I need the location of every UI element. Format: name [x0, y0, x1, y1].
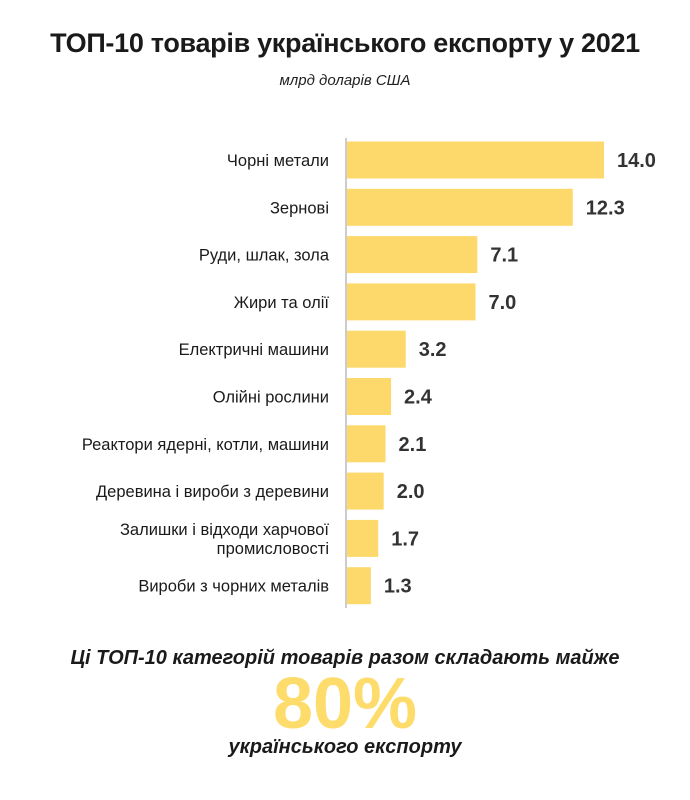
- category-label-line: Реактори ядерні, котли, машини: [82, 436, 329, 454]
- category-label-4: Електричні машини: [179, 341, 329, 359]
- category-label-line: Чорні метали: [227, 152, 329, 170]
- bar-6: [347, 425, 386, 463]
- category-label-line: Залишки і відходи харчової: [120, 521, 329, 539]
- category-label-line: Олійні рослини: [213, 389, 329, 407]
- category-label-2: Руди, шлак, зола: [199, 247, 330, 265]
- bar-1: [347, 188, 573, 226]
- value-label-2: 7.1: [490, 245, 518, 267]
- big-percent-value: 80%: [272, 664, 418, 744]
- category-label-line: Зернові: [270, 199, 329, 217]
- category-label-line: Руди, шлак, зола: [199, 247, 330, 265]
- value-label-5: 2.4: [404, 387, 433, 409]
- category-label-line: Вироби з чорних металів: [138, 578, 329, 596]
- category-label-line: Жири та олії: [234, 294, 330, 312]
- category-label-1: Зернові: [270, 199, 329, 217]
- category-label-6: Реактори ядерні, котли, машини: [82, 436, 329, 454]
- bar-7: [347, 472, 384, 510]
- value-label-3: 7.0: [489, 292, 517, 314]
- value-label-8: 1.7: [391, 528, 419, 550]
- bar-2: [347, 236, 478, 274]
- bar-chart: 14.0 Чорні метали 12.3 Зернові 7.1 Руди, шлак…: [82, 138, 656, 608]
- category-label-0: Чорні метали: [227, 152, 329, 170]
- chart-subtitle: млрд доларів США: [279, 72, 411, 89]
- category-label-9: Вироби з чорних металів: [138, 578, 329, 596]
- category-label-3: Жири та олії: [234, 294, 330, 312]
- category-label-line: промисловості: [217, 540, 329, 558]
- bar-0: [347, 141, 604, 179]
- bar-4: [347, 330, 406, 368]
- bar-8: [347, 519, 379, 557]
- bar-5: [347, 378, 392, 415]
- value-label-0: 14.0: [617, 150, 656, 172]
- value-label-7: 2.0: [397, 481, 425, 503]
- category-label-line: Деревина і вироби з деревини: [96, 483, 329, 501]
- category-label-5: Олійні рослини: [213, 389, 329, 407]
- category-label-8: Залишки і відходи харчової промисловості: [120, 521, 329, 558]
- chart-title: ТОП-10 товарів українського експорту у 2…: [50, 28, 640, 58]
- footer-note: Ці ТОП-10 категорій товарів разом склада…: [70, 647, 620, 669]
- bar-3: [347, 283, 476, 321]
- bar-9: [347, 567, 371, 605]
- category-label-7: Деревина і вироби з деревини: [96, 483, 329, 501]
- value-label-6: 2.1: [399, 434, 427, 456]
- value-label-4: 3.2: [419, 339, 447, 361]
- footer-tail: українського експорту: [228, 736, 462, 758]
- value-label-9: 1.3: [384, 576, 412, 598]
- value-label-1: 12.3: [586, 197, 625, 219]
- category-label-line: Електричні машини: [179, 341, 329, 359]
